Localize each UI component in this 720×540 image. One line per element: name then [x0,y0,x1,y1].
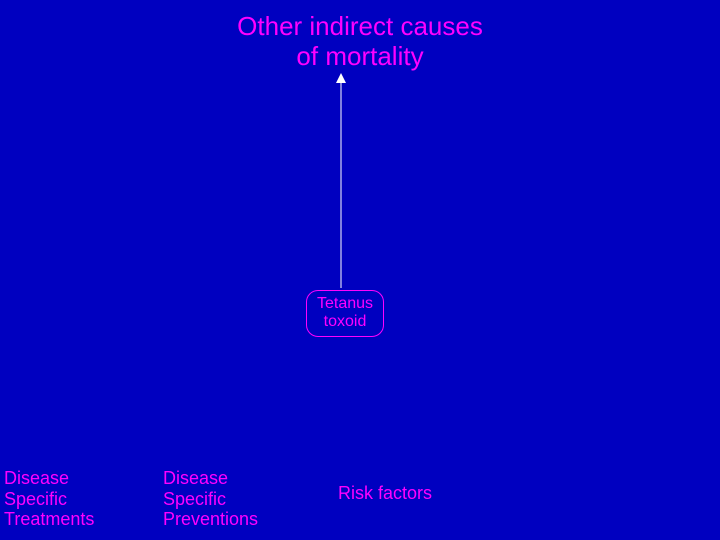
label-disease-treatments: Disease Specific Treatments [4,468,94,530]
slide-root: Other indirect causes of mortality Tetan… [0,0,720,540]
node-tetanus-toxoid: Tetanus toxoid [306,290,384,337]
label-disease-preventions: Disease Specific Preventions [163,468,258,530]
label-risk-factors: Risk factors [338,483,432,504]
arrow-up [0,0,720,540]
